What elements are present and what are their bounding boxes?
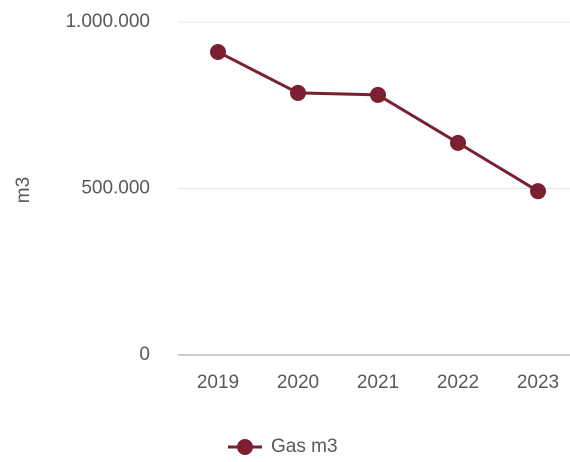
- x-tick-label: 2022: [437, 372, 479, 393]
- data-point: [450, 134, 466, 151]
- legend-marker: [237, 439, 253, 455]
- y-tick-label: 1.000.000: [65, 11, 150, 32]
- x-tick-label: 2023: [517, 372, 559, 393]
- x-tick-label: 2020: [277, 372, 319, 393]
- data-point: [530, 183, 546, 200]
- series-line: [217, 50, 539, 193]
- y-tick-label: 500.000: [81, 178, 150, 199]
- legend-label: Gas m3: [271, 436, 338, 457]
- data-point: [210, 43, 226, 60]
- x-tick-label: 2021: [357, 372, 399, 393]
- data-point: [370, 86, 386, 103]
- y-tick-label: 0: [139, 344, 150, 365]
- data-point: [290, 84, 306, 101]
- x-tick-label: 2019: [197, 372, 239, 393]
- y-axis-label: m3: [13, 177, 34, 203]
